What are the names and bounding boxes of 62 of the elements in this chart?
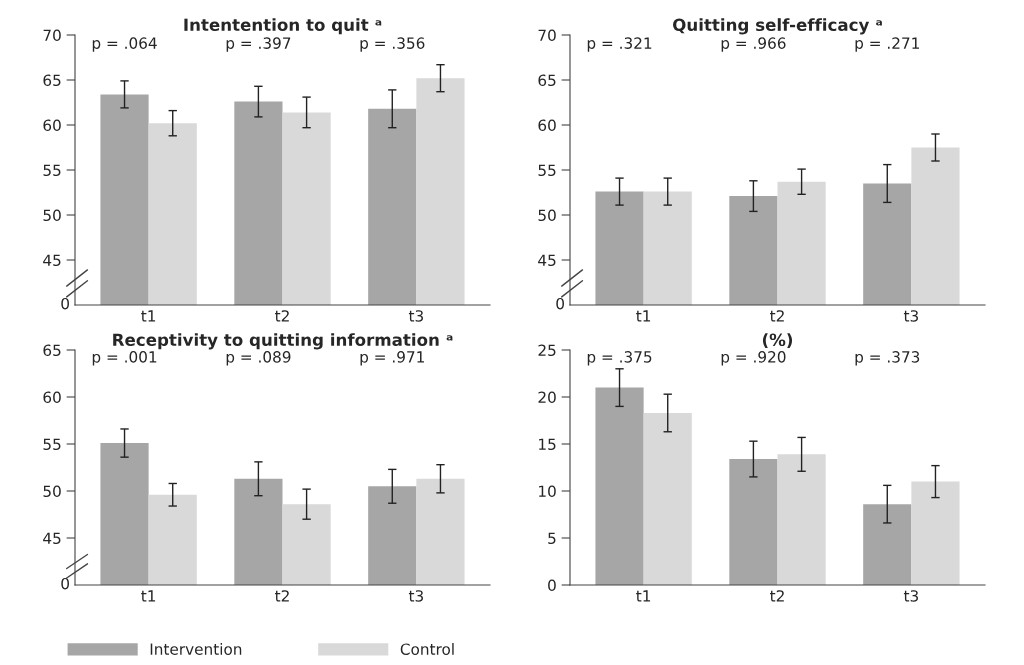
y-tick-label: 70 [538,29,556,42]
chart-title: (%) [762,333,793,349]
x-tick-label: t2 [770,590,784,602]
y-tick-label: 55 [43,164,61,177]
bar [911,481,960,585]
bar [777,454,826,585]
y-tick-label: 45 [43,254,61,267]
chart-title: Receptivity to quitting information ᵃ [113,333,453,350]
y-tick-label: 15 [539,438,556,451]
annotation: p = .271 [855,37,919,52]
y-tick-label: 50 [538,209,556,222]
x-tick-label: t2 [275,310,289,322]
y-tick-label: 60 [538,119,556,132]
annotation: p = .375 [587,351,652,366]
text: 0 [61,297,70,310]
y-tick-label: 55 [43,438,61,451]
y-tick-label: 70 [43,29,61,42]
y-tick-label: 65 [43,74,61,87]
chart-title: Quitting self-efficacy ᵃ [673,18,882,35]
y-tick-label: 25 [538,344,556,357]
bar [643,412,692,585]
annotation: p = .356 [360,37,425,52]
x-tick-label: t1 [141,310,156,322]
x-tick-label: t3 [408,310,423,322]
y-tick-label: 65 [538,74,556,87]
y-tick-label: 50 [43,209,61,222]
x-tick-label: t3 [903,310,918,322]
y-tick-label: 55 [538,164,556,177]
y-tick-label: 60 [43,391,61,404]
annotation: p = .089 [226,351,291,366]
annotation: p = .397 [226,37,291,52]
annotation: p = .373 [855,351,920,366]
text: 0 [556,297,565,310]
y-tick-label: 10 [539,485,556,498]
x-tick-label: t1 [636,310,651,322]
x-tick-label: t3 [903,590,918,602]
x-tick-label: t1 [636,590,651,602]
annotation: p = .920 [721,351,786,366]
y-tick-label: 45 [43,532,61,545]
annotation: p = .971 [360,351,424,366]
annotation: p = .064 [92,37,157,52]
annotation: p = .001 [92,351,157,366]
annotation: p = .966 [721,37,786,52]
y-tick-label: 5 [548,532,556,545]
y-tick-label: 65 [43,344,61,357]
y-tick-label: 20 [538,391,556,404]
y-tick-label: 50 [43,485,61,498]
annotation: p = .321 [587,37,652,52]
bar [729,459,778,585]
bar [595,387,644,585]
legend-label: Intervention [150,643,242,655]
x-tick-label: t1 [141,590,156,602]
x-tick-label: t2 [770,310,784,322]
chart-title: Intentention to quit ᵃ [184,18,382,35]
x-tick-label: t2 [275,590,289,602]
legend-label: Control [400,643,454,655]
x-tick-label: t3 [408,590,423,602]
text: 0 [61,577,70,590]
bar [863,504,912,585]
y-tick-label: 0 [548,579,556,592]
y-tick-label: 45 [538,254,556,267]
y-tick-label: 60 [43,119,61,132]
